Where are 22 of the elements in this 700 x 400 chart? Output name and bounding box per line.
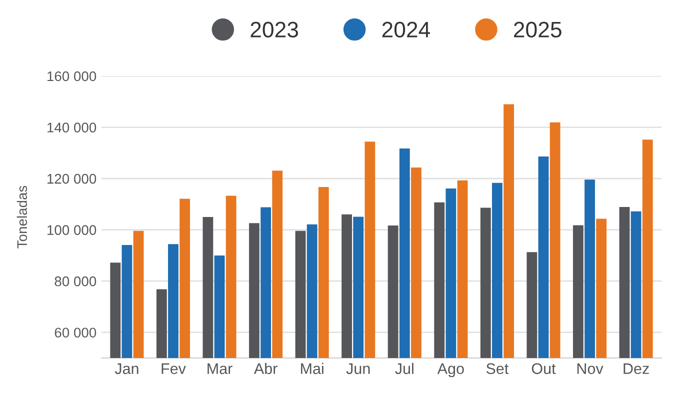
x-tick-label: Nov bbox=[577, 363, 604, 374]
y-tick-label: 80 000 bbox=[54, 276, 96, 286]
x-tick-label: Set bbox=[486, 363, 509, 374]
legend-label: 2025 bbox=[514, 22, 562, 38]
x-tick-label: Jun bbox=[346, 363, 370, 374]
x-tick-label: Out bbox=[532, 363, 556, 374]
y-tick-label: 100 000 bbox=[48, 225, 96, 235]
x-tick-label: Abr bbox=[254, 362, 278, 374]
y-tick-label: 160 000 bbox=[48, 71, 96, 82]
x-tick-label: Jan bbox=[114, 363, 138, 374]
y-axis-title: Toneladas bbox=[16, 186, 28, 248]
x-tick-label: Dez bbox=[624, 363, 649, 374]
legend-label: 2023 bbox=[250, 22, 298, 38]
x-tick-label: Mai bbox=[301, 362, 324, 374]
y-tick-label: 120 000 bbox=[48, 174, 96, 184]
x-tick-label: Jul bbox=[395, 362, 414, 374]
y-tick-label: 140 000 bbox=[48, 122, 96, 132]
legend-label: 2024 bbox=[382, 22, 430, 38]
x-tick-label: Ago bbox=[437, 363, 464, 378]
x-tick-label: Mar bbox=[208, 363, 232, 374]
y-tick-label: 60 000 bbox=[54, 328, 96, 338]
x-tick-label: Fev bbox=[162, 363, 186, 374]
